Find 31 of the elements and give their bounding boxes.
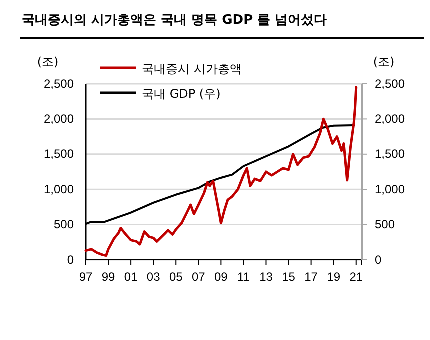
y2-tick-label: 1,000 xyxy=(375,182,406,196)
y-tick-label: 0 xyxy=(67,252,74,267)
legend-label: 국내증시 시가총액 xyxy=(142,62,242,76)
x-tick-label: 01 xyxy=(124,270,138,284)
y2-tick-label: 1,500 xyxy=(375,147,406,162)
y-tick-label: 1,500 xyxy=(44,147,74,162)
line-series xyxy=(84,86,358,258)
y2-axis-title: (조) xyxy=(373,55,395,69)
x-tick-label: 13 xyxy=(260,270,274,284)
y2-tick-label: 500 xyxy=(375,218,396,232)
x-tick-label: 19 xyxy=(327,270,341,284)
x-tick-label: 07 xyxy=(192,270,206,284)
x-tick-label: 05 xyxy=(169,270,184,284)
y-axis-title: (조) xyxy=(37,55,59,69)
y-tick-label: 1,000 xyxy=(44,182,74,196)
x-tick-label: 99 xyxy=(102,270,116,284)
x-tick-label: 03 xyxy=(146,270,161,284)
y-tick-label: 500 xyxy=(54,218,74,232)
x-tick-label: 17 xyxy=(304,270,318,284)
x-tick-label: 11 xyxy=(237,270,250,284)
y2-tick-label: 0 xyxy=(375,252,382,267)
x-tick-label: 15 xyxy=(282,270,296,284)
y-tick-label: 2,500 xyxy=(44,76,74,91)
y2-tick-label: 2,000 xyxy=(375,112,406,126)
legend-label: 국내 GDP (우) xyxy=(142,87,221,101)
y-tick-label: 2,000 xyxy=(44,112,74,126)
y2-tick-label: 2,500 xyxy=(375,76,406,91)
x-tick-label: 97 xyxy=(79,270,93,284)
x-tick-label: 09 xyxy=(214,270,228,284)
chart-title: 국내증시의 시가총액은 국내 명목 GDP 를 넘어섰다 xyxy=(22,13,328,28)
x-tick-label: 21 xyxy=(350,270,364,284)
